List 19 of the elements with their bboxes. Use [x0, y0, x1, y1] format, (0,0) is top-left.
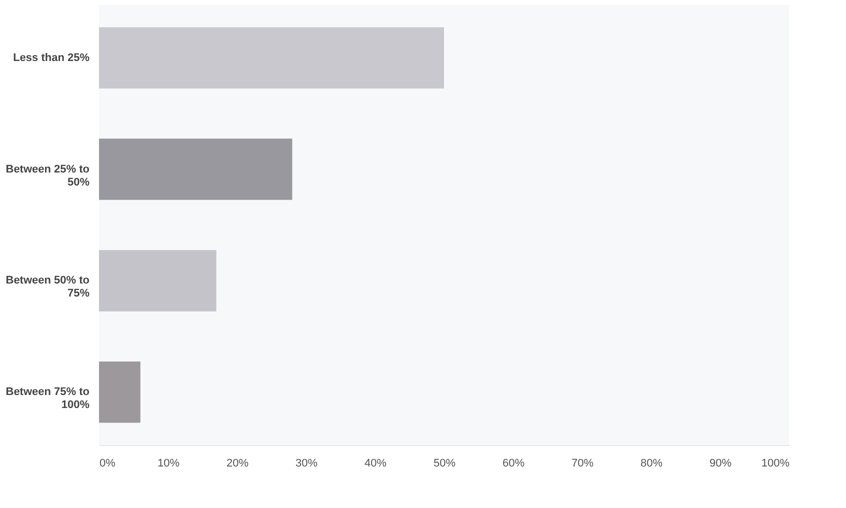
y-tick-label: Between 25% to 50% [6, 163, 90, 188]
x-tick-label: 0% [100, 458, 116, 470]
bar [99, 250, 216, 312]
x-tick-label: 30% [295, 458, 318, 470]
x-tick-label: 60% [502, 458, 525, 470]
y-tick-label: Between 50% to 75% [6, 274, 90, 300]
x-tick-label: 50% [433, 458, 456, 470]
y-tick-label: Between 75% to 100% [6, 386, 90, 412]
x-tick-label: 40% [364, 458, 387, 470]
x-tick-label: 80% [640, 458, 663, 470]
bar [99, 27, 444, 89]
x-tick-label: 10% [157, 458, 180, 470]
x-tick-label: 90% [709, 458, 732, 470]
y-tick-label: Less than 25% [13, 52, 90, 64]
x-tick-label: 100% [761, 458, 790, 470]
bar [99, 138, 292, 200]
x-tick-label: 20% [226, 458, 249, 470]
bar [99, 361, 140, 423]
x-tick-label: 70% [571, 458, 594, 470]
